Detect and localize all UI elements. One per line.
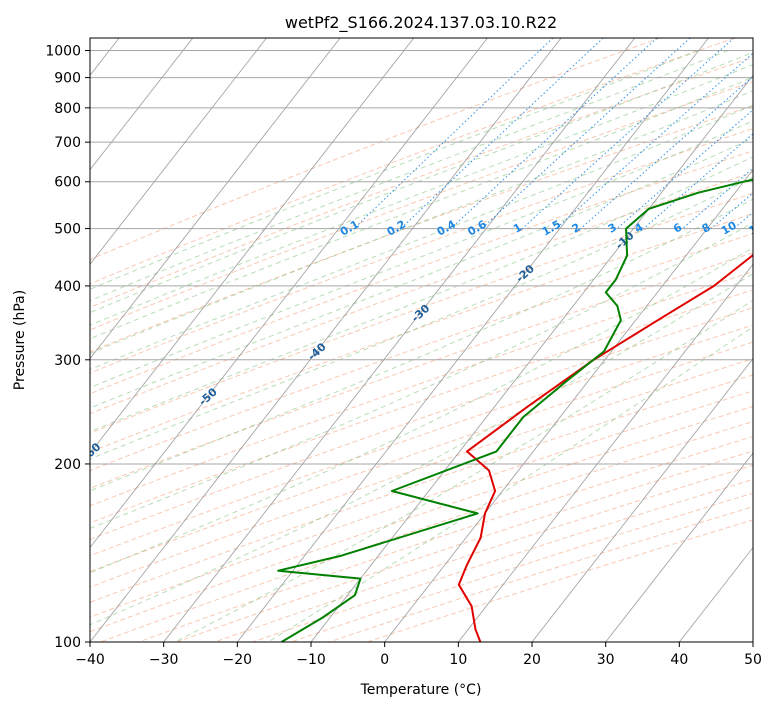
plot-frame [89,37,754,643]
moist-adiabat [90,156,753,433]
x-tick-label: 40 [670,652,688,668]
isotherm [90,38,341,360]
background-lines [90,38,753,642]
dry-adiabat [90,127,753,374]
y-tick-label: 100 [54,635,81,651]
moist-adiabat [90,50,729,302]
isotherm [90,38,488,549]
x-tick-label: 0 [380,652,389,668]
moist-adiabat [90,76,753,340]
dry-adiabat [90,233,753,472]
mixing-ratio-line [521,38,735,230]
isotherm [90,38,562,642]
mixing-ratio-line [616,109,753,230]
x-tick-label: −40 [75,652,105,668]
moist-adiabat [90,247,753,574]
mixing-ratio-line [450,38,658,230]
isotherm [531,357,753,642]
isotherm [163,38,636,642]
moist-adiabat [90,63,753,326]
y-tick-label: 900 [54,71,81,87]
isotherm [90,38,194,171]
moist-adiabat [90,90,753,354]
x-tick-label: 20 [523,652,541,668]
dry-adiabat [90,38,661,261]
moist-adiabat [90,120,753,389]
isotherm [236,38,709,642]
x-tick-label: 50 [744,652,762,668]
mixing-ratio-label: 13 [746,219,766,238]
y-axis-label: Pressure (hPa) [12,290,28,390]
mixing-ratio-line [353,38,554,229]
mixing-ratio-line [481,38,691,230]
y-tick-label: 300 [54,353,81,369]
temperature-profile [457,253,753,642]
y-tick-label: 700 [54,135,81,151]
isotherm [457,263,753,642]
dry-adiabat [90,192,753,434]
moist-adiabat [90,176,753,460]
x-tick-label: 30 [597,652,615,668]
dry-adiabat [90,171,753,415]
moist-adiabat [174,299,753,642]
isotherm [605,452,753,642]
y-tick-label: 500 [54,222,81,238]
y-tick-label: 1000 [45,44,81,60]
y-tick-label: 600 [54,175,81,191]
y-axis: 1000 900 800 700 600 500 400 300 200 100 [45,44,90,651]
x-axis: −40 −30 −20 −10 0 10 20 30 40 50 [75,642,762,668]
isotherm [384,169,753,642]
moist-adiabat [90,198,753,492]
y-tick-label: 200 [54,457,81,473]
dry-adiabat [90,213,753,453]
sounding-traces [277,178,753,642]
y-tick-label: 400 [54,279,81,295]
x-tick-label: −20 [223,652,253,668]
moist-adiabat [90,137,753,409]
dewpoint-profile [277,178,753,642]
moist-adiabat [90,51,753,314]
moist-adiabat [90,222,753,529]
isotherm [90,38,415,454]
x-axis-label: Temperature (°C) [360,682,482,698]
x-tick-label: −10 [296,652,326,668]
y-tick-label: 800 [54,101,81,117]
x-tick-label: 10 [449,652,467,668]
dry-adiabat [90,56,753,308]
mixing-ratio-line [682,167,753,230]
isotherm [90,38,267,265]
dry-adiabat [90,105,753,353]
chart-title: wetPf2_S166.2024.137.03.10.R22 [285,13,557,33]
x-tick-label: −30 [149,652,179,668]
